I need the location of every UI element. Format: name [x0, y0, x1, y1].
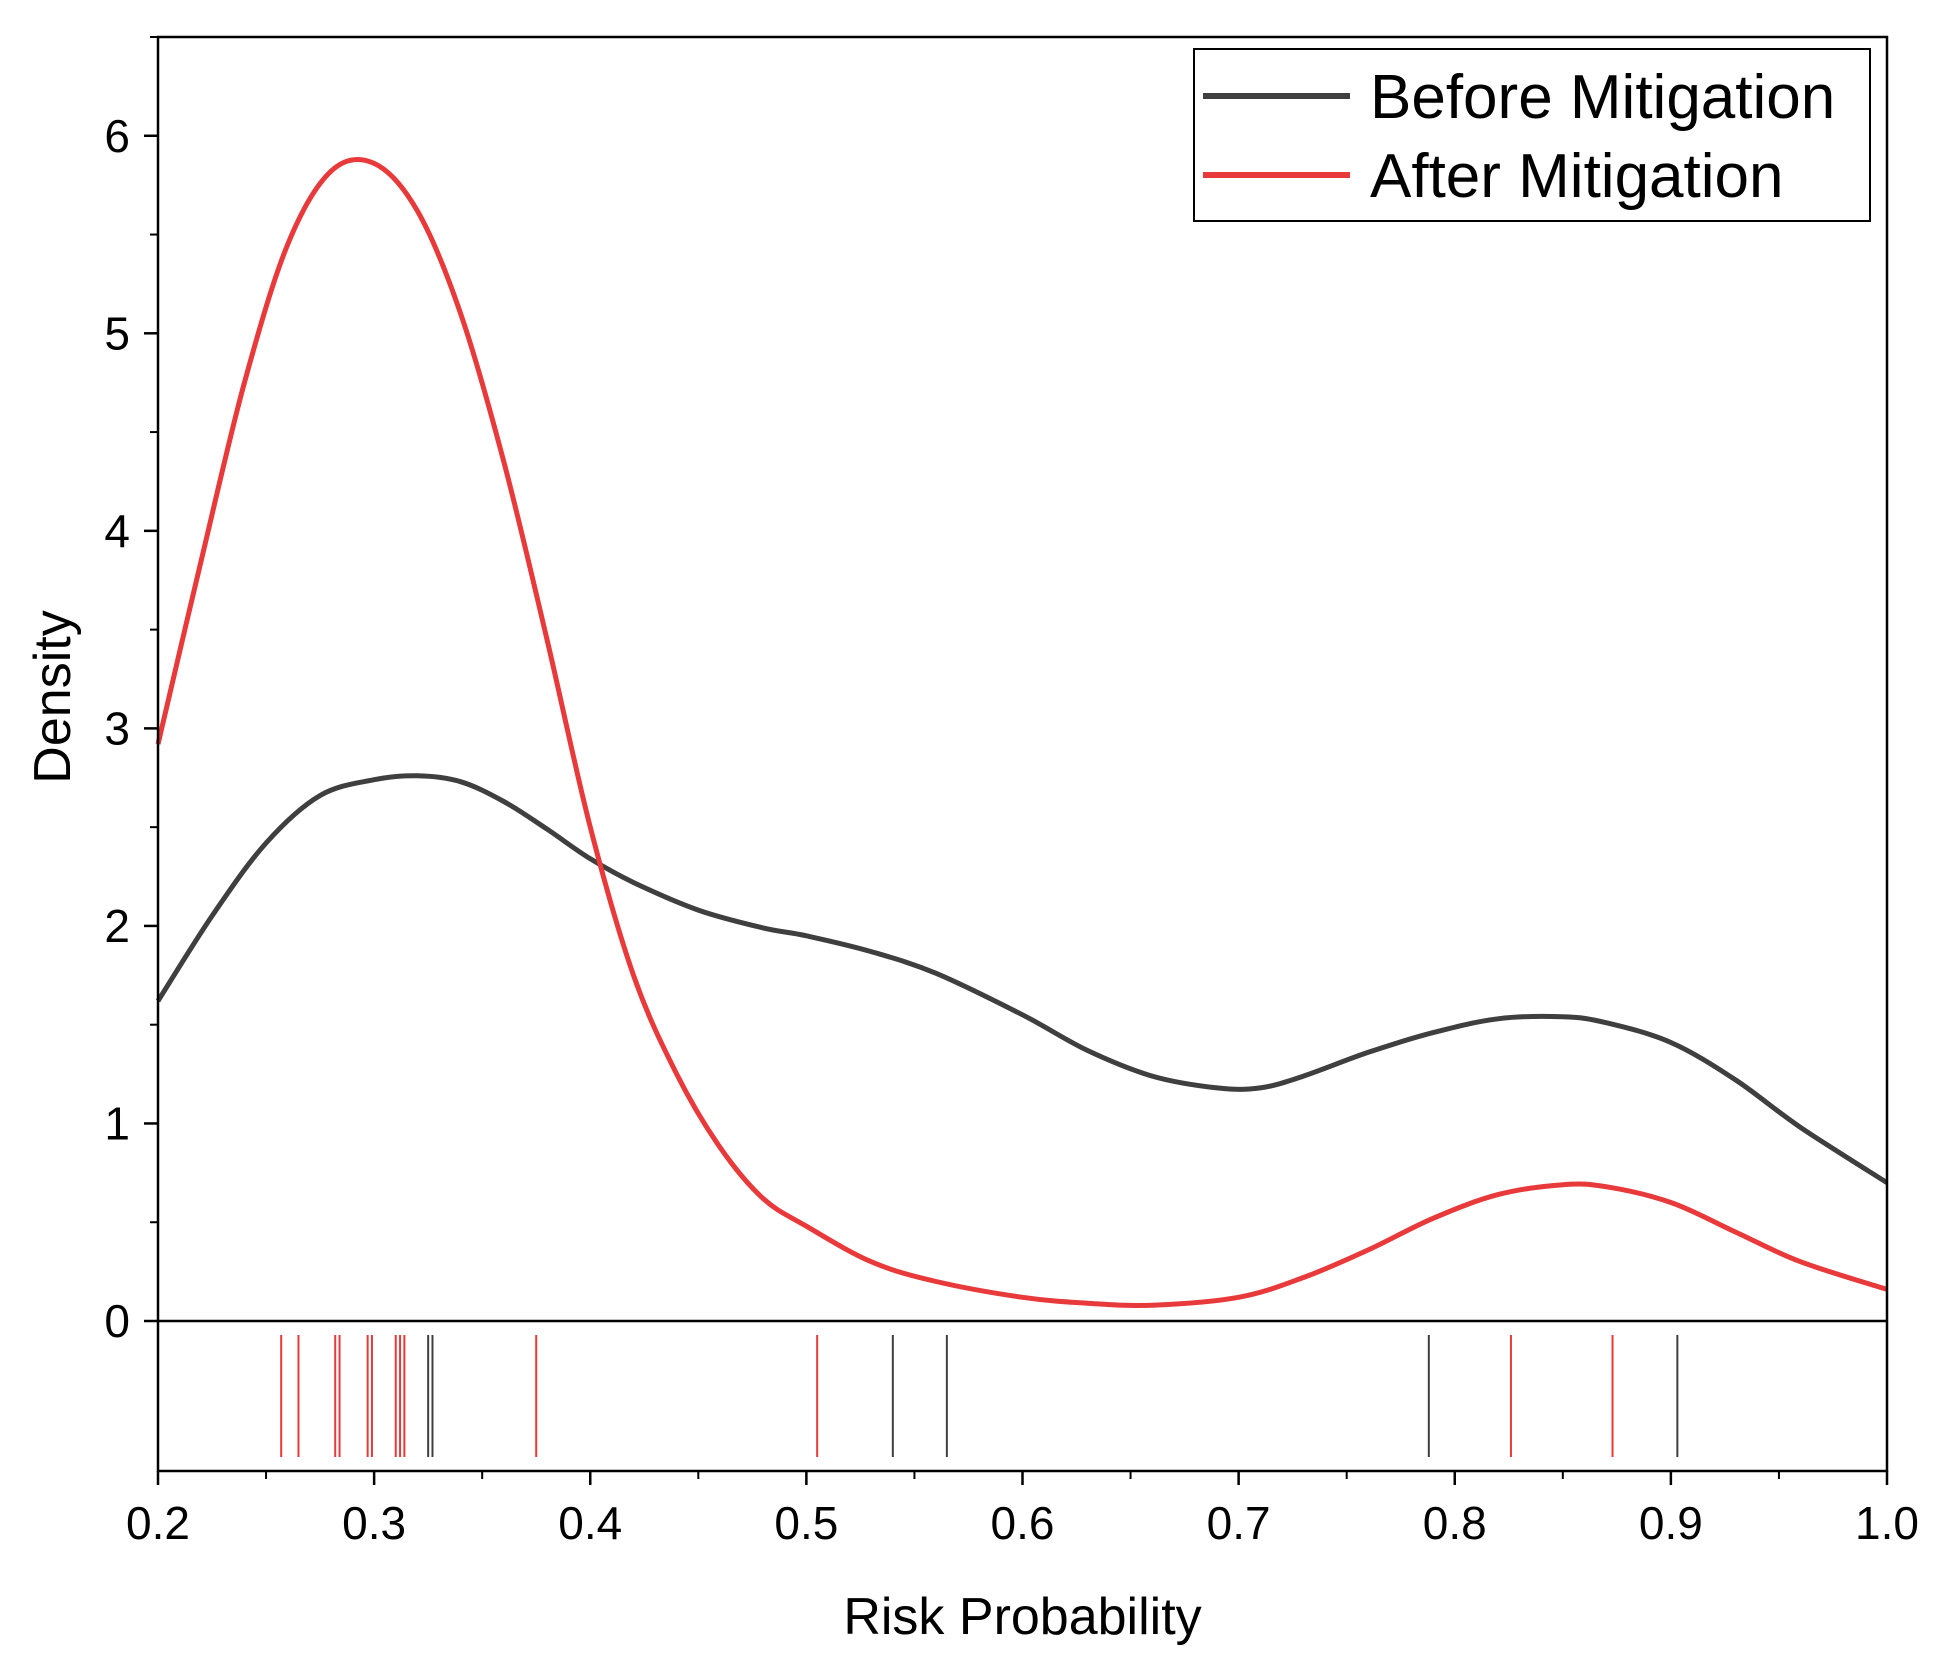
- plot-frame: [156, 35, 1889, 1473]
- x-tick-label: 0.8: [1423, 1497, 1487, 1549]
- y-tick-label: 0: [104, 1295, 130, 1347]
- legend-label-before-mitigation: Before Mitigation: [1370, 63, 1835, 132]
- axes: 0.2 0.3 0.4 0.5 0.6 0.7 0.8 0.9 1.0 0 1 2 3 4 5 6: [104, 35, 1919, 1549]
- x-tick-label: 0.4: [558, 1497, 622, 1549]
- series-line-after-mitigation: [155, 156, 1888, 1309]
- x-tick-label: 1.0: [1855, 1497, 1919, 1549]
- y-tick-label: 4: [104, 505, 130, 557]
- legend-label-after-mitigation: After Mitigation: [1370, 142, 1784, 211]
- x-tick-label: 0.9: [1639, 1497, 1703, 1549]
- plot-area: [155, 156, 1889, 1457]
- x-axis-title: Risk Probability: [843, 1588, 1201, 1646]
- y-tick-label: 1: [104, 1097, 130, 1149]
- y-tick-label: 5: [104, 307, 130, 359]
- y-axis-title: Density: [24, 610, 82, 783]
- y-tick-label: 3: [104, 702, 130, 754]
- x-tick-label: 0.3: [342, 1497, 406, 1549]
- y-tick-label: 2: [104, 900, 130, 952]
- x-tick-label: 0.2: [126, 1497, 190, 1549]
- y-tick-label: 6: [104, 110, 130, 162]
- legend: Before Mitigation After Mitigation: [1193, 48, 1871, 222]
- x-tick-label: 0.6: [991, 1497, 1055, 1549]
- series-line-before-mitigation: [155, 773, 1889, 1185]
- x-tick-label: 0.7: [1207, 1497, 1271, 1549]
- x-tick-label: 0.5: [774, 1497, 838, 1549]
- legend-box: [1193, 48, 1871, 222]
